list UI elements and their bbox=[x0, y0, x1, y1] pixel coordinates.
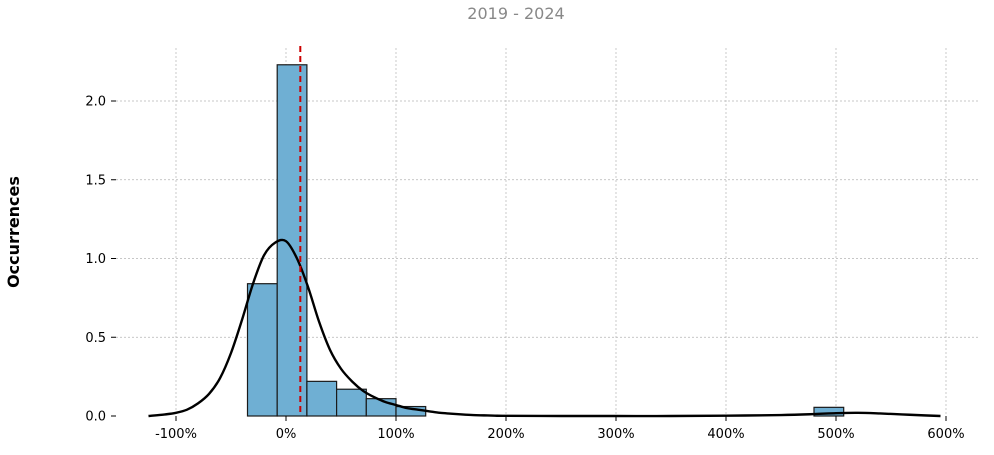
histogram-bars bbox=[246, 64, 845, 417]
x-tick-label: -100% bbox=[155, 427, 197, 442]
x-tick-label: 300% bbox=[597, 427, 634, 442]
x-tick-label: 100% bbox=[377, 427, 414, 442]
x-tick-label: 0% bbox=[276, 427, 297, 442]
y-tick-label: 1.5 bbox=[85, 173, 106, 188]
chart-subtitle: 2019 - 2024 bbox=[467, 4, 564, 23]
y-tick-label: 0.5 bbox=[85, 331, 106, 346]
grid-lines bbox=[116, 48, 980, 416]
histogram-bar bbox=[276, 64, 308, 417]
y-tick-label: 0.0 bbox=[85, 410, 106, 425]
density-curve-group bbox=[148, 238, 941, 418]
histogram-bar bbox=[813, 406, 845, 417]
axes: -100% 0% 100% 200% 300% 400% 500% 600% 0.0 0.5 1.0… bbox=[85, 95, 964, 443]
x-tick-label: 200% bbox=[487, 427, 524, 442]
histogram-bar bbox=[246, 283, 278, 417]
histogram-bar bbox=[336, 388, 367, 417]
y-tick-label: 2.0 bbox=[85, 95, 106, 110]
x-tick-label: 500% bbox=[817, 427, 854, 442]
y-axis-label: Occurrences bbox=[4, 176, 23, 288]
x-tick-label: 600% bbox=[927, 427, 964, 442]
x-tick-label: 400% bbox=[707, 427, 744, 442]
y-tick-label: 1.0 bbox=[85, 252, 106, 267]
density-curve bbox=[148, 238, 941, 418]
histogram-bar bbox=[306, 380, 338, 417]
